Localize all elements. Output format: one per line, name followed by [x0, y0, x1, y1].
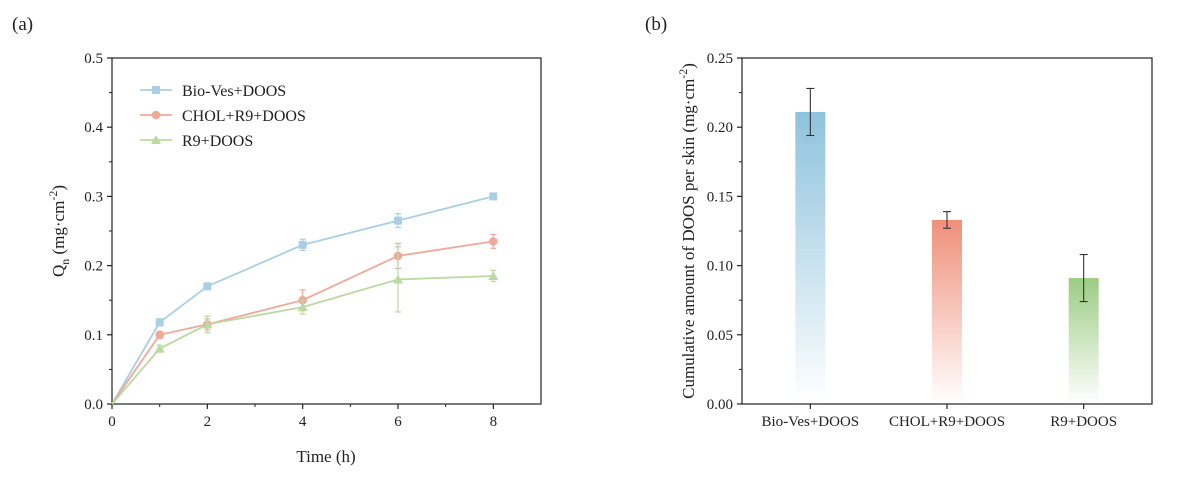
x-tick-label: R9+DOOS: [1050, 414, 1117, 430]
data-point: [488, 270, 499, 280]
line-chart-panel: (a) 0 2 4 6 8 0.0 0.1 0.2 0.3 0.4 0.5 Time (h) Qn …: [12, 14, 542, 466]
panel-label-a: (a): [12, 14, 33, 35]
data-point: [297, 302, 308, 312]
x-tick-label: 0: [108, 414, 116, 430]
axis-ticks-a: 0 2 4 6 8 0.0 0.1 0.2 0.3 0.4 0.5: [84, 51, 497, 430]
y-tick-label: 0.15: [707, 189, 733, 205]
y-tick-label: 0.3: [84, 189, 103, 205]
data-point: [154, 343, 165, 353]
axis-ticks-b: 0.00 0.05 0.10 0.15 0.20 0.25 Bio-Ves+DOOS CHOL…: [707, 51, 1117, 430]
legend-label: Bio-Ves+DOOS: [182, 83, 286, 100]
x-tick-label: 8: [490, 414, 498, 430]
y-tick-label: 0.5: [84, 51, 103, 67]
legend-marker: [152, 86, 160, 94]
x-tick-label: CHOL+R9+DOOS: [889, 414, 1005, 430]
series-line: [111, 195, 494, 405]
y-tick-label: 0.05: [707, 328, 733, 344]
data-point: [489, 192, 498, 201]
x-axis-label-a: Time (h): [296, 447, 355, 466]
plot-frame-a: [111, 57, 542, 405]
series-line: [111, 240, 494, 405]
x-tick-label: 2: [204, 414, 212, 430]
y-tick-label: 0.4: [84, 120, 103, 136]
series-line: [111, 275, 494, 405]
y-tick-label: 0.1: [84, 328, 103, 344]
data-point: [202, 319, 213, 329]
legend-label: R9+DOOS: [182, 133, 253, 150]
data-point: [298, 240, 307, 249]
data-point: [489, 237, 498, 246]
x-tick-label: 6: [394, 414, 402, 430]
y-tick-label: 0.2: [84, 259, 103, 275]
bar: [932, 219, 962, 404]
data-point: [394, 216, 402, 225]
data-point: [155, 318, 164, 327]
y-axis-label-b: Cumulative amount of DOOS per skin (mg·c…: [676, 63, 698, 399]
bars: [795, 87, 1099, 404]
legend-marker: [151, 135, 161, 144]
y-tick-label: 0.25: [707, 51, 733, 67]
legend-marker: [151, 110, 161, 120]
bar-chart-panel: (b) 0.00 0.05 0.10 0.15 0.20 0.25 Bio-Ves+DOOS…: [645, 14, 1153, 430]
legend-label: CHOL+R9+DOOS: [182, 108, 306, 125]
data-point: [393, 274, 403, 284]
y-tick-label: 0.20: [707, 120, 733, 136]
panel-label-b: (b): [645, 14, 667, 35]
y-tick-label: 0.0: [84, 397, 103, 413]
y-axis-label-a: Qn (mg·cm-2): [46, 185, 72, 277]
x-tick-label: 4: [299, 414, 307, 430]
y-tick-label: 0.00: [707, 397, 733, 413]
series-markers: [154, 192, 499, 353]
bar: [795, 111, 826, 404]
legend: Bio-Ves+DOOS CHOL+R9+DOOS R9+DOOS: [140, 83, 306, 150]
y-tick-label: 0.10: [707, 259, 733, 275]
series-lines: [111, 195, 494, 405]
data-point: [203, 282, 212, 291]
data-point: [155, 330, 164, 340]
x-tick-label: Bio-Ves+DOOS: [762, 414, 860, 430]
